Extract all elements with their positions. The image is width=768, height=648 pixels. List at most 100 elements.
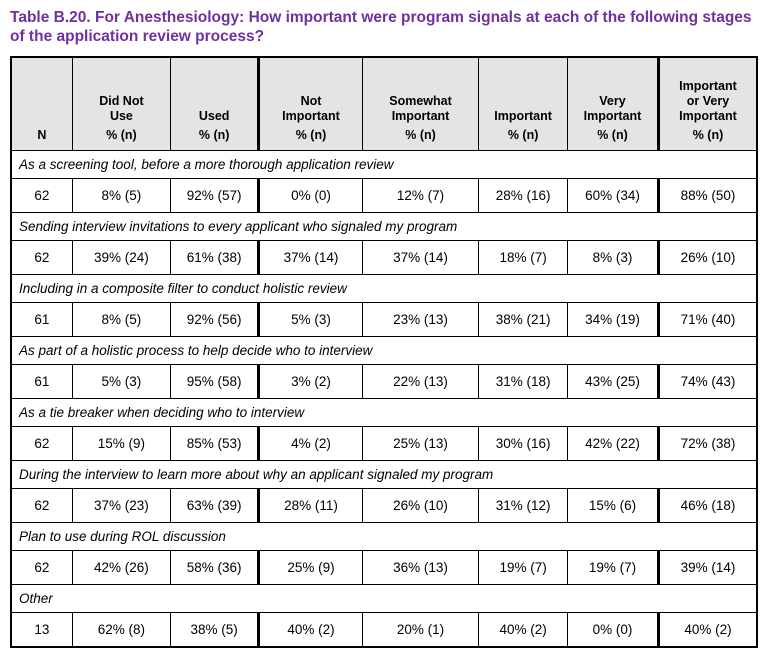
data-cell-used: 58% (36) <box>170 550 260 586</box>
column-format-label: % (n) <box>597 127 628 142</box>
data-cell-did-not-use: 39% (24) <box>71 240 172 276</box>
stage-label-row: As a screening tool, before a more thoro… <box>10 150 758 180</box>
column-format-label: % (n) <box>295 127 327 142</box>
data-cell-did-not-use: 42% (26) <box>71 550 172 586</box>
data-cell-n: 61 <box>10 364 73 400</box>
column-format-label: % (n) <box>106 127 137 142</box>
data-cell-important: 30% (16) <box>478 426 568 462</box>
data-cell-very-important: 34% (19) <box>566 302 659 338</box>
stage-label-row: Sending interview invitations to every a… <box>10 212 758 242</box>
data-cell-did-not-use: 8% (5) <box>71 302 172 338</box>
column-header-used: Used % (n) <box>170 56 260 152</box>
data-cell-important-or-very-important: 88% (50) <box>656 178 758 214</box>
table-body: As a screening tool, before a more thoro… <box>10 150 758 648</box>
data-cell-important-or-very-important: 40% (2) <box>656 612 758 648</box>
data-cell-important-or-very-important: 72% (38) <box>656 426 758 462</box>
stage-label: Plan to use during ROL discussion <box>10 522 758 552</box>
data-cell-n: 13 <box>10 612 73 648</box>
data-cell-important: 38% (21) <box>478 302 568 338</box>
data-cell-important-or-very-important: 39% (14) <box>656 550 758 586</box>
column-label: Important <box>494 108 552 123</box>
column-format-label: % (n) <box>405 127 436 142</box>
stage-label: As a tie breaker when deciding who to in… <box>10 398 758 428</box>
data-row: 61 8% (5) 92% (56) 5% (3) 23% (13) 38% (21) 34… <box>10 302 758 338</box>
column-header-did-not-use: Did Not Use % (n) <box>71 56 172 152</box>
stage-label-row: As a tie breaker when deciding who to in… <box>10 398 758 428</box>
data-cell-used: 61% (38) <box>170 240 260 276</box>
data-row: 62 37% (23) 63% (39) 28% (11) 26% (10) 31% (1… <box>10 488 758 524</box>
data-cell-not-important: 40% (2) <box>257 612 363 648</box>
column-label: Did Not Use <box>99 94 144 123</box>
column-label: Very Important <box>583 94 642 123</box>
data-cell-somewhat-important: 22% (13) <box>361 364 480 400</box>
data-cell-not-important: 25% (9) <box>257 550 363 586</box>
data-row: 62 42% (26) 58% (36) 25% (9) 36% (13) 19% (7)… <box>10 550 758 586</box>
column-header-somewhat-important: Somewhat Important % (n) <box>361 56 480 152</box>
column-label: Somewhat Important <box>389 94 452 123</box>
data-cell-very-important: 60% (34) <box>566 178 659 214</box>
column-format-label: % (n) <box>198 127 230 142</box>
stage-label-row: Plan to use during ROL discussion <box>10 522 758 552</box>
header-row: N Did Not Use % (n) Used % (n) Not Important%… <box>10 56 758 152</box>
data-cell-very-important: 19% (7) <box>566 550 659 586</box>
data-cell-not-important: 4% (2) <box>257 426 363 462</box>
data-cell-important: 31% (18) <box>478 364 568 400</box>
table-header: N Did Not Use % (n) Used % (n) Not Important%… <box>10 56 758 152</box>
table-title: Table B.20. For Anesthesiology: How impo… <box>10 9 752 45</box>
stage-label-row: During the interview to learn more about… <box>10 460 758 490</box>
data-cell-used: 92% (57) <box>170 178 260 214</box>
stage-label: As part of a holistic process to help de… <box>10 336 758 366</box>
column-header-n: N <box>10 56 73 152</box>
data-cell-very-important: 43% (25) <box>566 364 659 400</box>
data-cell-important: 19% (7) <box>478 550 568 586</box>
data-cell-somewhat-important: 36% (13) <box>361 550 480 586</box>
data-cell-important: 28% (16) <box>478 178 568 214</box>
data-cell-somewhat-important: 37% (14) <box>361 240 480 276</box>
data-row: 62 39% (24) 61% (38) 37% (14) 37% (14) 18% (7… <box>10 240 758 276</box>
data-cell-important-or-very-important: 46% (18) <box>656 488 758 524</box>
data-cell-not-important: 37% (14) <box>257 240 363 276</box>
column-header-not-important: Not Important % (n) <box>257 56 363 152</box>
data-row: 62 8% (5) 92% (57) 0% (0) 12% (7) 28% (16) 60%… <box>10 178 758 214</box>
data-cell-somewhat-important: 26% (10) <box>361 488 480 524</box>
data-cell-did-not-use: 15% (9) <box>71 426 172 462</box>
data-cell-very-important: 42% (22) <box>566 426 659 462</box>
column-format-label: % (n) <box>692 127 724 142</box>
data-cell-n: 62 <box>10 550 73 586</box>
column-format-label: % (n) <box>507 127 539 142</box>
stage-label-row: As part of a holistic process to help de… <box>10 336 758 366</box>
data-cell-very-important: 0% (0) <box>566 612 659 648</box>
data-row: 13 62% (8) 38% (5) 40% (2) 20% (1) 40% (2) 0% … <box>10 612 758 648</box>
data-cell-not-important: 28% (11) <box>257 488 363 524</box>
signals-importance-table: N Did Not Use % (n) Used % (n) Not Important%… <box>10 55 758 648</box>
data-cell-very-important: 15% (6) <box>566 488 659 524</box>
stage-label-row: Including in a composite filter to condu… <box>10 274 758 304</box>
data-cell-did-not-use: 5% (3) <box>71 364 172 400</box>
stage-label: As a screening tool, before a more thoro… <box>10 150 758 180</box>
stage-label: Sending interview invitations to every a… <box>10 212 758 242</box>
data-row: 62 15% (9) 85% (53) 4% (2) 25% (13) 30% (16) 4… <box>10 426 758 462</box>
data-cell-somewhat-important: 25% (13) <box>361 426 480 462</box>
data-row: 61 5% (3) 95% (58) 3% (2) 22% (13) 31% (18) 43… <box>10 364 758 400</box>
stage-label-row: Other <box>10 584 758 614</box>
data-cell-used: 95% (58) <box>170 364 260 400</box>
data-cell-did-not-use: 62% (8) <box>71 612 172 648</box>
data-cell-somewhat-important: 23% (13) <box>361 302 480 338</box>
data-cell-used: 92% (56) <box>170 302 260 338</box>
data-cell-important: 18% (7) <box>478 240 568 276</box>
data-cell-not-important: 3% (2) <box>257 364 363 400</box>
column-header-important-or-very-important: Important or Very Important % (n) <box>656 56 758 152</box>
data-cell-n: 62 <box>10 488 73 524</box>
data-cell-n: 62 <box>10 240 73 276</box>
data-cell-important: 31% (12) <box>478 488 568 524</box>
data-cell-n: 61 <box>10 302 73 338</box>
data-cell-used: 63% (39) <box>170 488 260 524</box>
data-cell-not-important: 5% (3) <box>257 302 363 338</box>
data-cell-important-or-very-important: 71% (40) <box>656 302 758 338</box>
column-label: Not Important <box>282 94 340 123</box>
stage-label: During the interview to learn more about… <box>10 460 758 490</box>
data-cell-important-or-very-important: 74% (43) <box>656 364 758 400</box>
stage-label: Other <box>10 584 758 614</box>
column-label: Used <box>198 108 230 123</box>
